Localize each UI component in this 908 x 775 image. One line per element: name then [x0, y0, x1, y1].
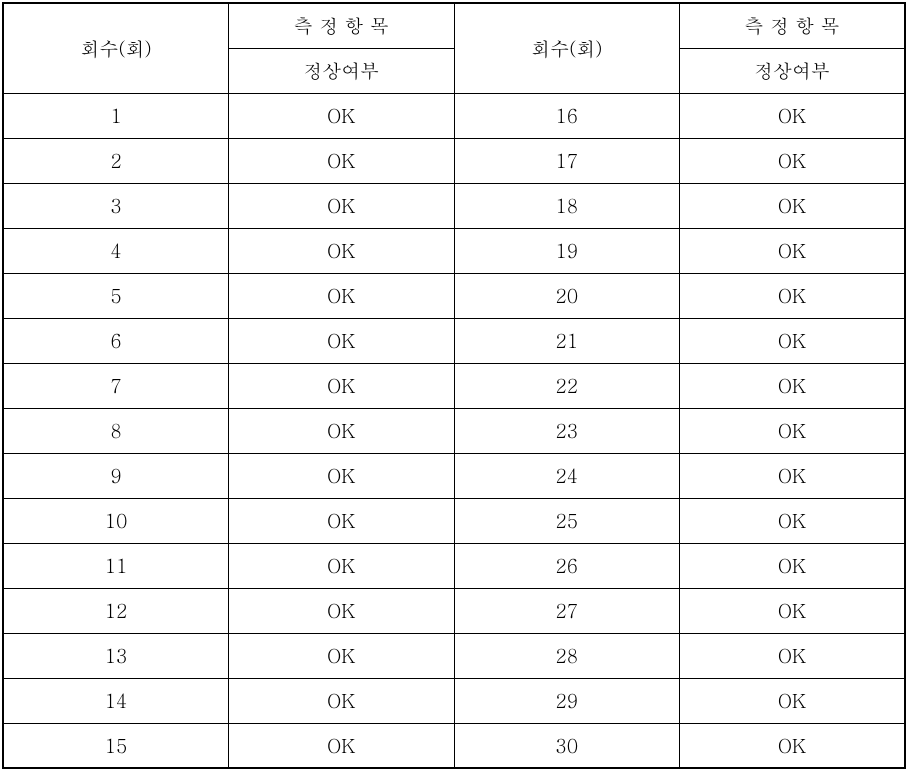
table-row: 6OK21OK	[3, 318, 905, 363]
table-row: 13OK28OK	[3, 633, 905, 678]
table-header: 회수(회) 측 정 항 목 회수(회) 측 정 항 목 정상여부 정상여부	[3, 3, 905, 93]
table-row: 9OK24OK	[3, 453, 905, 498]
status-cell: OK	[229, 138, 455, 183]
status-cell: OK	[229, 453, 455, 498]
status-cell: OK	[229, 93, 455, 138]
count-cell: 15	[3, 723, 229, 768]
status-cell: OK	[680, 408, 906, 453]
status-cell: OK	[229, 273, 455, 318]
table-row: 14OK29OK	[3, 678, 905, 723]
status-cell: OK	[229, 408, 455, 453]
status-cell: OK	[680, 498, 906, 543]
count-cell: 5	[3, 273, 229, 318]
status-cell: OK	[680, 93, 906, 138]
status-cell: OK	[229, 588, 455, 633]
table-body: 1OK16OK2OK17OK3OK18OK4OK19OK5OK20OK6OK21…	[3, 93, 905, 768]
count-cell: 9	[3, 453, 229, 498]
table-row: 3OK18OK	[3, 183, 905, 228]
count-cell: 18	[454, 183, 680, 228]
count-cell: 16	[454, 93, 680, 138]
table-row: 5OK20OK	[3, 273, 905, 318]
header-row-1: 회수(회) 측 정 항 목 회수(회) 측 정 항 목	[3, 3, 905, 48]
count-cell: 25	[454, 498, 680, 543]
status-cell: OK	[229, 723, 455, 768]
count-cell: 6	[3, 318, 229, 363]
status-cell: OK	[229, 228, 455, 273]
count-cell: 2	[3, 138, 229, 183]
measurement-table: 회수(회) 측 정 항 목 회수(회) 측 정 항 목 정상여부 정상여부 1O…	[2, 2, 906, 769]
count-cell: 29	[454, 678, 680, 723]
table-row: 10OK25OK	[3, 498, 905, 543]
count-cell: 22	[454, 363, 680, 408]
count-cell: 4	[3, 228, 229, 273]
status-cell: OK	[680, 453, 906, 498]
header-measurement-left: 측 정 항 목	[229, 3, 455, 48]
count-cell: 19	[454, 228, 680, 273]
table-row: 1OK16OK	[3, 93, 905, 138]
table-row: 12OK27OK	[3, 588, 905, 633]
status-cell: OK	[680, 723, 906, 768]
status-cell: OK	[680, 363, 906, 408]
count-cell: 1	[3, 93, 229, 138]
status-cell: OK	[229, 363, 455, 408]
status-cell: OK	[680, 183, 906, 228]
count-cell: 8	[3, 408, 229, 453]
count-cell: 20	[454, 273, 680, 318]
status-cell: OK	[229, 543, 455, 588]
count-cell: 23	[454, 408, 680, 453]
count-cell: 17	[454, 138, 680, 183]
header-status-right: 정상여부	[680, 48, 906, 93]
count-cell: 24	[454, 453, 680, 498]
count-cell: 28	[454, 633, 680, 678]
status-cell: OK	[680, 228, 906, 273]
status-cell: OK	[680, 633, 906, 678]
table-row: 11OK26OK	[3, 543, 905, 588]
count-cell: 21	[454, 318, 680, 363]
status-cell: OK	[680, 273, 906, 318]
table-row: 2OK17OK	[3, 138, 905, 183]
count-cell: 12	[3, 588, 229, 633]
count-cell: 27	[454, 588, 680, 633]
status-cell: OK	[680, 543, 906, 588]
count-cell: 7	[3, 363, 229, 408]
table-row: 8OK23OK	[3, 408, 905, 453]
status-cell: OK	[680, 588, 906, 633]
count-cell: 30	[454, 723, 680, 768]
status-cell: OK	[229, 318, 455, 363]
header-count-right: 회수(회)	[454, 3, 680, 93]
status-cell: OK	[229, 498, 455, 543]
count-cell: 14	[3, 678, 229, 723]
count-cell: 26	[454, 543, 680, 588]
count-cell: 10	[3, 498, 229, 543]
status-cell: OK	[680, 138, 906, 183]
status-cell: OK	[229, 633, 455, 678]
table-row: 4OK19OK	[3, 228, 905, 273]
status-cell: OK	[680, 318, 906, 363]
header-count-left: 회수(회)	[3, 3, 229, 93]
count-cell: 13	[3, 633, 229, 678]
count-cell: 11	[3, 543, 229, 588]
status-cell: OK	[229, 678, 455, 723]
header-status-left: 정상여부	[229, 48, 455, 93]
table-row: 7OK22OK	[3, 363, 905, 408]
header-measurement-right: 측 정 항 목	[680, 3, 906, 48]
status-cell: OK	[229, 183, 455, 228]
table-row: 15OK30OK	[3, 723, 905, 768]
status-cell: OK	[680, 678, 906, 723]
count-cell: 3	[3, 183, 229, 228]
